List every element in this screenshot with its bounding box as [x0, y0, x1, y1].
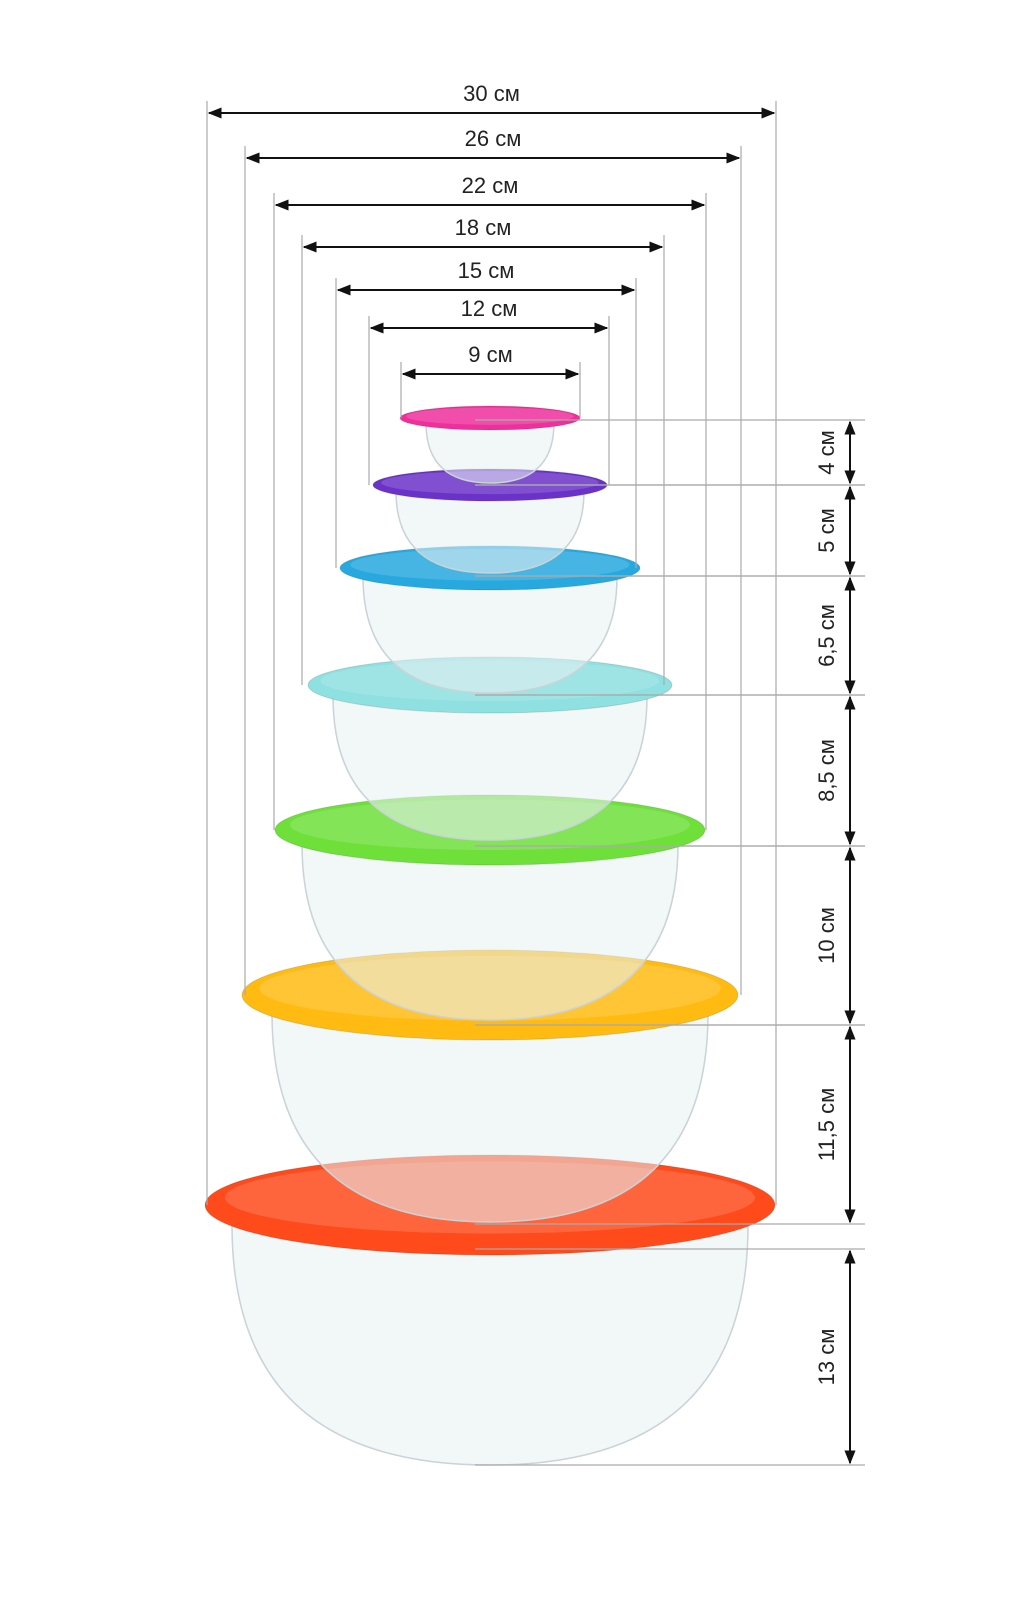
- dimensions: 30 см 26 см 22 см 18 см 15 см 12 см 9 см 4 см 5 …: [206, 81, 865, 1466]
- bowl-body: [271, 1012, 709, 1223]
- height-label: 6,5 см: [814, 604, 839, 667]
- height-label: 11,5 см: [814, 1088, 839, 1161]
- height-label: 10 см: [814, 907, 839, 964]
- bowl-body: [231, 1224, 749, 1466]
- height-label: 4 см: [814, 430, 839, 474]
- bowl-body: [332, 695, 648, 841]
- width-label: 9 см: [468, 342, 512, 367]
- bowl-body: [425, 422, 555, 484]
- width-label: 26 см: [465, 126, 522, 151]
- width-label: 18 см: [455, 215, 512, 240]
- lid-rim: [406, 407, 574, 425]
- width-label: 30 см: [463, 81, 520, 106]
- height-label: 5 см: [814, 508, 839, 552]
- width-label: 12 см: [461, 296, 518, 321]
- width-label: 22 см: [462, 173, 519, 198]
- bowl-body: [395, 490, 585, 574]
- width-label: 15 см: [458, 258, 515, 283]
- bowl-body: [301, 843, 679, 1021]
- height-label: 8,5 см: [814, 739, 839, 802]
- bowls: [204, 405, 776, 1466]
- height-label: 13 см: [814, 1329, 839, 1386]
- bowl-body: [362, 576, 618, 694]
